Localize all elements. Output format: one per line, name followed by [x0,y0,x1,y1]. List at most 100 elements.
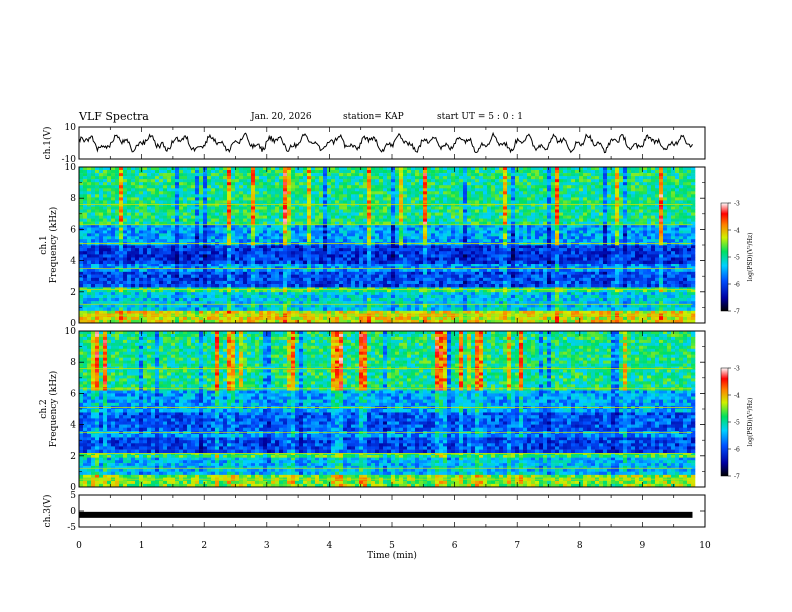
spectrogram-cell [203,289,208,293]
spectrogram-cell [471,263,476,267]
spectrogram-cell [323,277,328,282]
spectrogram-cell [671,271,676,275]
spectrogram-cell [307,233,312,237]
spectrogram-cell [171,227,176,231]
spectrogram-cell [531,277,536,282]
spectrogram-cell [403,268,408,272]
spectrogram-cell [323,268,328,272]
spectrogram-cell [267,316,272,321]
spectrogram-cell [483,287,488,290]
spectrogram-cell [171,239,176,243]
spectrogram-cell [247,245,252,249]
spectrogram-cell [107,233,112,237]
spectrogram-cell [175,291,180,296]
spectrogram-cell [503,254,508,258]
spectrogram-cell [495,291,500,296]
spectrogram-cell [379,230,384,234]
spectrogram-cell [379,263,384,267]
spectrogram-cell [371,287,376,290]
spectrogram-cell [351,287,356,290]
spectrogram-cell [399,236,404,240]
spectrogram-cell [231,266,236,270]
spectrogram-cell [419,291,424,296]
spectrogram-cell [467,236,472,240]
spectrogram-cell [499,233,504,237]
spectrogram-cell [443,251,448,255]
spectrogram-cell [583,239,588,243]
spectrogram-cell [271,280,276,285]
spectrogram-cell [451,289,456,293]
spectrogram-cell [147,310,152,314]
spectrogram-cell [315,248,320,252]
spectrogram-cell [443,239,448,243]
spectrogram-cell [287,251,292,255]
spectrogram-cell [135,287,140,290]
spectrogram-cell [395,291,400,296]
spectrogram-cell [319,236,324,240]
spectrogram-cell [419,224,424,228]
spectrogram-cell [675,304,680,308]
spectrogram-cell [103,254,108,258]
spectrogram-cell [619,304,624,308]
spectrogram-cell [439,274,444,279]
spectrogram-cell [387,239,392,243]
spectrogram-cell [367,294,372,299]
spectrogram-cell [135,291,140,296]
spectrogram-cell [479,224,484,228]
spectrogram-cell [367,257,372,261]
spectrogram-cell [107,239,112,243]
spectrogram-cell [99,268,104,272]
spectrogram-cell [287,316,292,321]
spectrogram-cell [323,245,328,249]
spectrogram-cell [119,263,124,267]
spectrogram-cell [615,224,620,228]
spectrogram-cell [651,230,656,234]
spectrogram-cell [427,307,432,311]
spectrogram-cell [91,301,96,305]
spectrogram-cell [567,289,572,293]
spectrogram-cell [567,260,572,265]
spectrogram-cell [355,280,360,285]
spectrogram-cell [287,310,292,314]
spectrogram-cell [83,274,88,279]
spectrogram-cell [263,268,268,272]
spectrogram-cell [523,294,528,299]
spectrogram-cell [607,233,612,237]
spectrogram-cell [331,280,336,285]
spectrogram-cell [583,298,588,302]
spectrogram-cell [663,271,668,275]
spectrogram-cell [395,227,400,231]
spectrogram-cell [403,280,408,285]
spectrogram-cell [675,260,680,265]
spectrogram-cell [143,248,148,252]
spectrogram-cell [663,307,668,311]
spectrogram-cell [135,310,140,314]
spectrogram-cell [83,287,88,290]
spectrogram-cell [287,298,292,302]
spectrogram-cell [279,263,284,267]
spectrogram-cell [195,260,200,265]
spectrogram-cell [263,298,268,302]
spectrogram-cell [383,268,388,272]
spectrogram-cell [455,304,460,308]
spectrogram-cell [231,316,236,321]
spectrogram-cell [267,280,272,285]
spectrogram-cell [95,230,100,234]
spectrogram-cell [311,280,316,285]
spectrogram-cell [235,245,240,249]
spectrogram-cell [471,254,476,258]
spectrogram-cell [319,271,324,275]
spectrogram-cell [167,224,172,228]
spectrogram-cell [319,319,324,323]
spectrogram-cell [575,274,580,279]
spectrogram-cell [299,257,304,261]
spectrogram-cell [279,224,284,228]
spectrogram-cell [343,251,348,255]
spectrogram-cell [423,319,428,323]
spectrogram-cell [531,268,536,272]
spectrogram-cell [355,284,360,288]
spectrogram-cell [79,224,84,228]
spectrogram-cell [263,277,268,282]
spectrogram-cell [267,236,272,240]
spectrogram-cell [215,239,220,243]
